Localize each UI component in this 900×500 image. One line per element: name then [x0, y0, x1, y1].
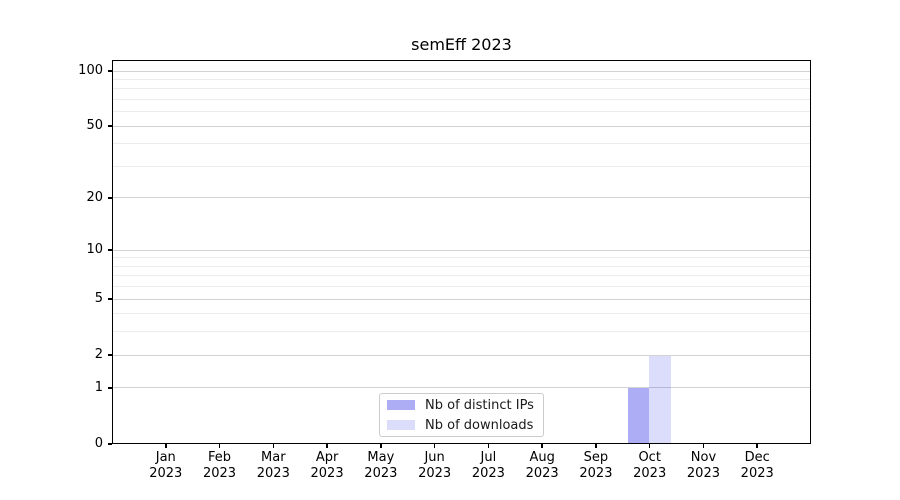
- y-tick-mark: [107, 387, 112, 389]
- major-gridline: [113, 125, 810, 127]
- x-tick-label: May 2023: [349, 450, 413, 482]
- x-tick-label: Apr 2023: [295, 450, 359, 482]
- plot-area: [112, 60, 811, 444]
- minor-gridline: [113, 98, 810, 100]
- x-tick-label-line: May: [367, 450, 395, 465]
- legend-item: Nb of distinct IPs: [387, 395, 543, 415]
- y-tick-label: 2: [94, 347, 103, 363]
- legend-swatch: [387, 400, 415, 410]
- y-tick-mark: [107, 249, 112, 251]
- x-tick-mark: [702, 444, 705, 448]
- x-tick-mark: [756, 444, 758, 448]
- x-tick-label: Mar 2023: [241, 450, 305, 482]
- x-tick-label-line: 2023: [579, 466, 613, 481]
- x-tick-label-line: 2023: [418, 466, 452, 481]
- minor-gridline: [113, 88, 810, 90]
- chart-title: semEff 2023: [411, 35, 512, 54]
- x-tick-label-line: 2023: [740, 466, 774, 481]
- x-tick-mark: [541, 444, 543, 448]
- x-tick-label: Jun 2023: [403, 450, 467, 482]
- minor-gridline: [113, 257, 810, 259]
- y-tick-label: 5: [94, 291, 103, 307]
- x-tick-label: Sep 2023: [564, 450, 628, 482]
- y-tick-mark: [107, 354, 112, 356]
- x-tick-label-line: Dec: [744, 450, 770, 465]
- x-tick-mark: [380, 444, 382, 448]
- x-tick-label-line: Feb: [208, 450, 232, 465]
- major-gridline: [113, 387, 810, 389]
- x-tick-label: Oct 2023: [618, 450, 682, 482]
- minor-gridline: [113, 143, 810, 145]
- x-tick-mark: [165, 444, 167, 448]
- x-tick-label-line: 2023: [149, 466, 183, 481]
- x-tick-label-line: Apr: [315, 450, 339, 465]
- y-tick-mark: [107, 197, 112, 199]
- x-tick-label: Aug 2023: [510, 450, 574, 482]
- legend-swatch: [387, 420, 415, 430]
- x-tick-mark: [326, 444, 328, 448]
- bar-nb-of-distinct-ips: [627, 388, 650, 443]
- x-tick-mark: [218, 444, 221, 448]
- legend-label: Nb of downloads: [425, 417, 534, 433]
- x-tick-label: Feb 2023: [188, 450, 252, 482]
- x-tick-label: Nov 2023: [671, 450, 735, 482]
- x-tick-label-line: Oct: [638, 450, 661, 465]
- x-tick-label-line: 2023: [686, 466, 720, 481]
- x-tick-label-line: Jan: [155, 450, 176, 465]
- x-tick-mark: [487, 444, 490, 448]
- x-tick-label-line: Nov: [690, 450, 717, 465]
- y-tick-label: 1: [94, 379, 103, 395]
- x-tick-label: Dec 2023: [725, 450, 789, 482]
- y-tick-label: 100: [78, 63, 103, 78]
- x-tick-mark: [433, 444, 436, 448]
- y-tick-label: 20: [86, 189, 103, 205]
- y-tick-label: 10: [86, 242, 103, 258]
- x-tick-label-line: Sep: [583, 450, 609, 465]
- x-tick-label-line: 2023: [364, 466, 398, 481]
- major-gridline: [113, 249, 810, 251]
- major-gridline: [113, 354, 810, 356]
- y-tick-mark: [107, 443, 112, 445]
- y-tick-mark: [107, 125, 112, 127]
- y-tick-label: 0: [94, 436, 103, 451]
- major-gridline: [113, 70, 810, 72]
- minor-gridline: [113, 286, 810, 288]
- legend-item: Nb of downloads: [387, 415, 543, 435]
- x-tick-label-line: 2023: [525, 466, 559, 481]
- x-tick-mark: [595, 444, 597, 448]
- x-tick-label-line: 2023: [202, 466, 237, 481]
- major-gridline: [113, 298, 810, 300]
- minor-gridline: [113, 313, 810, 315]
- minor-gridline: [113, 78, 810, 80]
- minor-gridline: [113, 165, 810, 167]
- major-gridline: [113, 197, 810, 199]
- x-tick-label-line: Jun: [424, 450, 445, 465]
- legend: Nb of distinct IPs Nb of downloads: [379, 393, 544, 437]
- minor-gridline: [113, 331, 810, 333]
- x-tick-label-line: Jul: [480, 450, 497, 465]
- x-tick-label-line: Mar: [261, 450, 286, 465]
- legend-label: Nb of distinct IPs: [425, 397, 534, 413]
- y-tick-mark: [107, 298, 112, 300]
- bar-nb-of-downloads: [649, 355, 671, 443]
- minor-gridline: [113, 265, 810, 267]
- x-tick-label: Jul 2023: [456, 450, 520, 482]
- minor-gridline: [113, 275, 810, 277]
- x-tick-label-line: 2023: [310, 466, 344, 481]
- x-tick-label-line: 2023: [633, 466, 667, 481]
- x-tick-mark: [648, 444, 651, 448]
- x-tick-label: Jan 2023: [134, 450, 198, 482]
- x-tick-label-line: Aug: [529, 450, 555, 465]
- minor-gridline: [113, 111, 810, 113]
- y-tick-mark: [107, 70, 112, 72]
- x-tick-label-line: 2023: [471, 466, 505, 481]
- x-tick-mark: [272, 444, 275, 448]
- x-tick-label-line: 2023: [256, 466, 290, 481]
- y-tick-label: 50: [86, 118, 103, 134]
